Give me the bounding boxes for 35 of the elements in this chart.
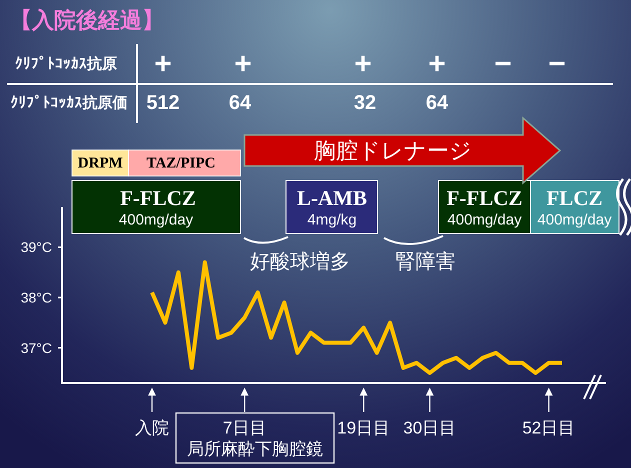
annotation: +: [354, 48, 372, 80]
annotation: 4mg/kg: [307, 212, 357, 228]
annotation: L-AMB: [297, 186, 367, 210]
annotation: −: [494, 48, 512, 80]
annotation: TAZ/PIPC: [146, 156, 216, 172]
annotation: 512: [146, 92, 180, 114]
xtick-label: 30日目: [403, 418, 456, 438]
annotation: 64: [228, 92, 252, 114]
ytick-label: 38°C: [20, 290, 52, 306]
annotation: DRPM: [78, 156, 123, 172]
xtick-label: 19日目: [337, 418, 390, 438]
annotation: 400mg/day: [447, 212, 522, 228]
xtick-label: 入院: [135, 418, 169, 438]
ytick-label: 39°C: [20, 239, 52, 256]
annotation: 64: [426, 92, 448, 114]
annotation: 腎障害: [396, 251, 456, 273]
annotation: 胸腔ドレナージ: [314, 138, 472, 163]
annotation: 32: [354, 92, 376, 114]
annotation: 400mg/day: [118, 212, 194, 228]
annotation: −: [548, 48, 566, 80]
annotation: 好酸球増多: [250, 251, 350, 273]
xtick-label: 52日目: [522, 418, 576, 438]
xtick-label: 7日目: [222, 418, 266, 438]
annotation: +: [234, 48, 252, 80]
annotation: +: [154, 48, 172, 80]
annotation: F-FLCZ: [120, 186, 196, 210]
annotation: +: [428, 48, 446, 80]
annotation: F-FLCZ: [446, 186, 522, 210]
annotation: FLCZ: [546, 186, 602, 210]
annotation: ｸﾘﾌﾟﾄｺｯｶｽ抗原価: [10, 94, 128, 112]
annotation: ｸﾘﾌﾟﾄｺｯｶｽ抗原: [15, 56, 117, 72]
annotation: 局所麻酔下胸腔鏡: [187, 440, 323, 458]
title: 【入院後経過】: [10, 8, 164, 32]
ytick-label: 37°C: [20, 340, 52, 356]
annotation: 400mg/day: [537, 212, 612, 228]
